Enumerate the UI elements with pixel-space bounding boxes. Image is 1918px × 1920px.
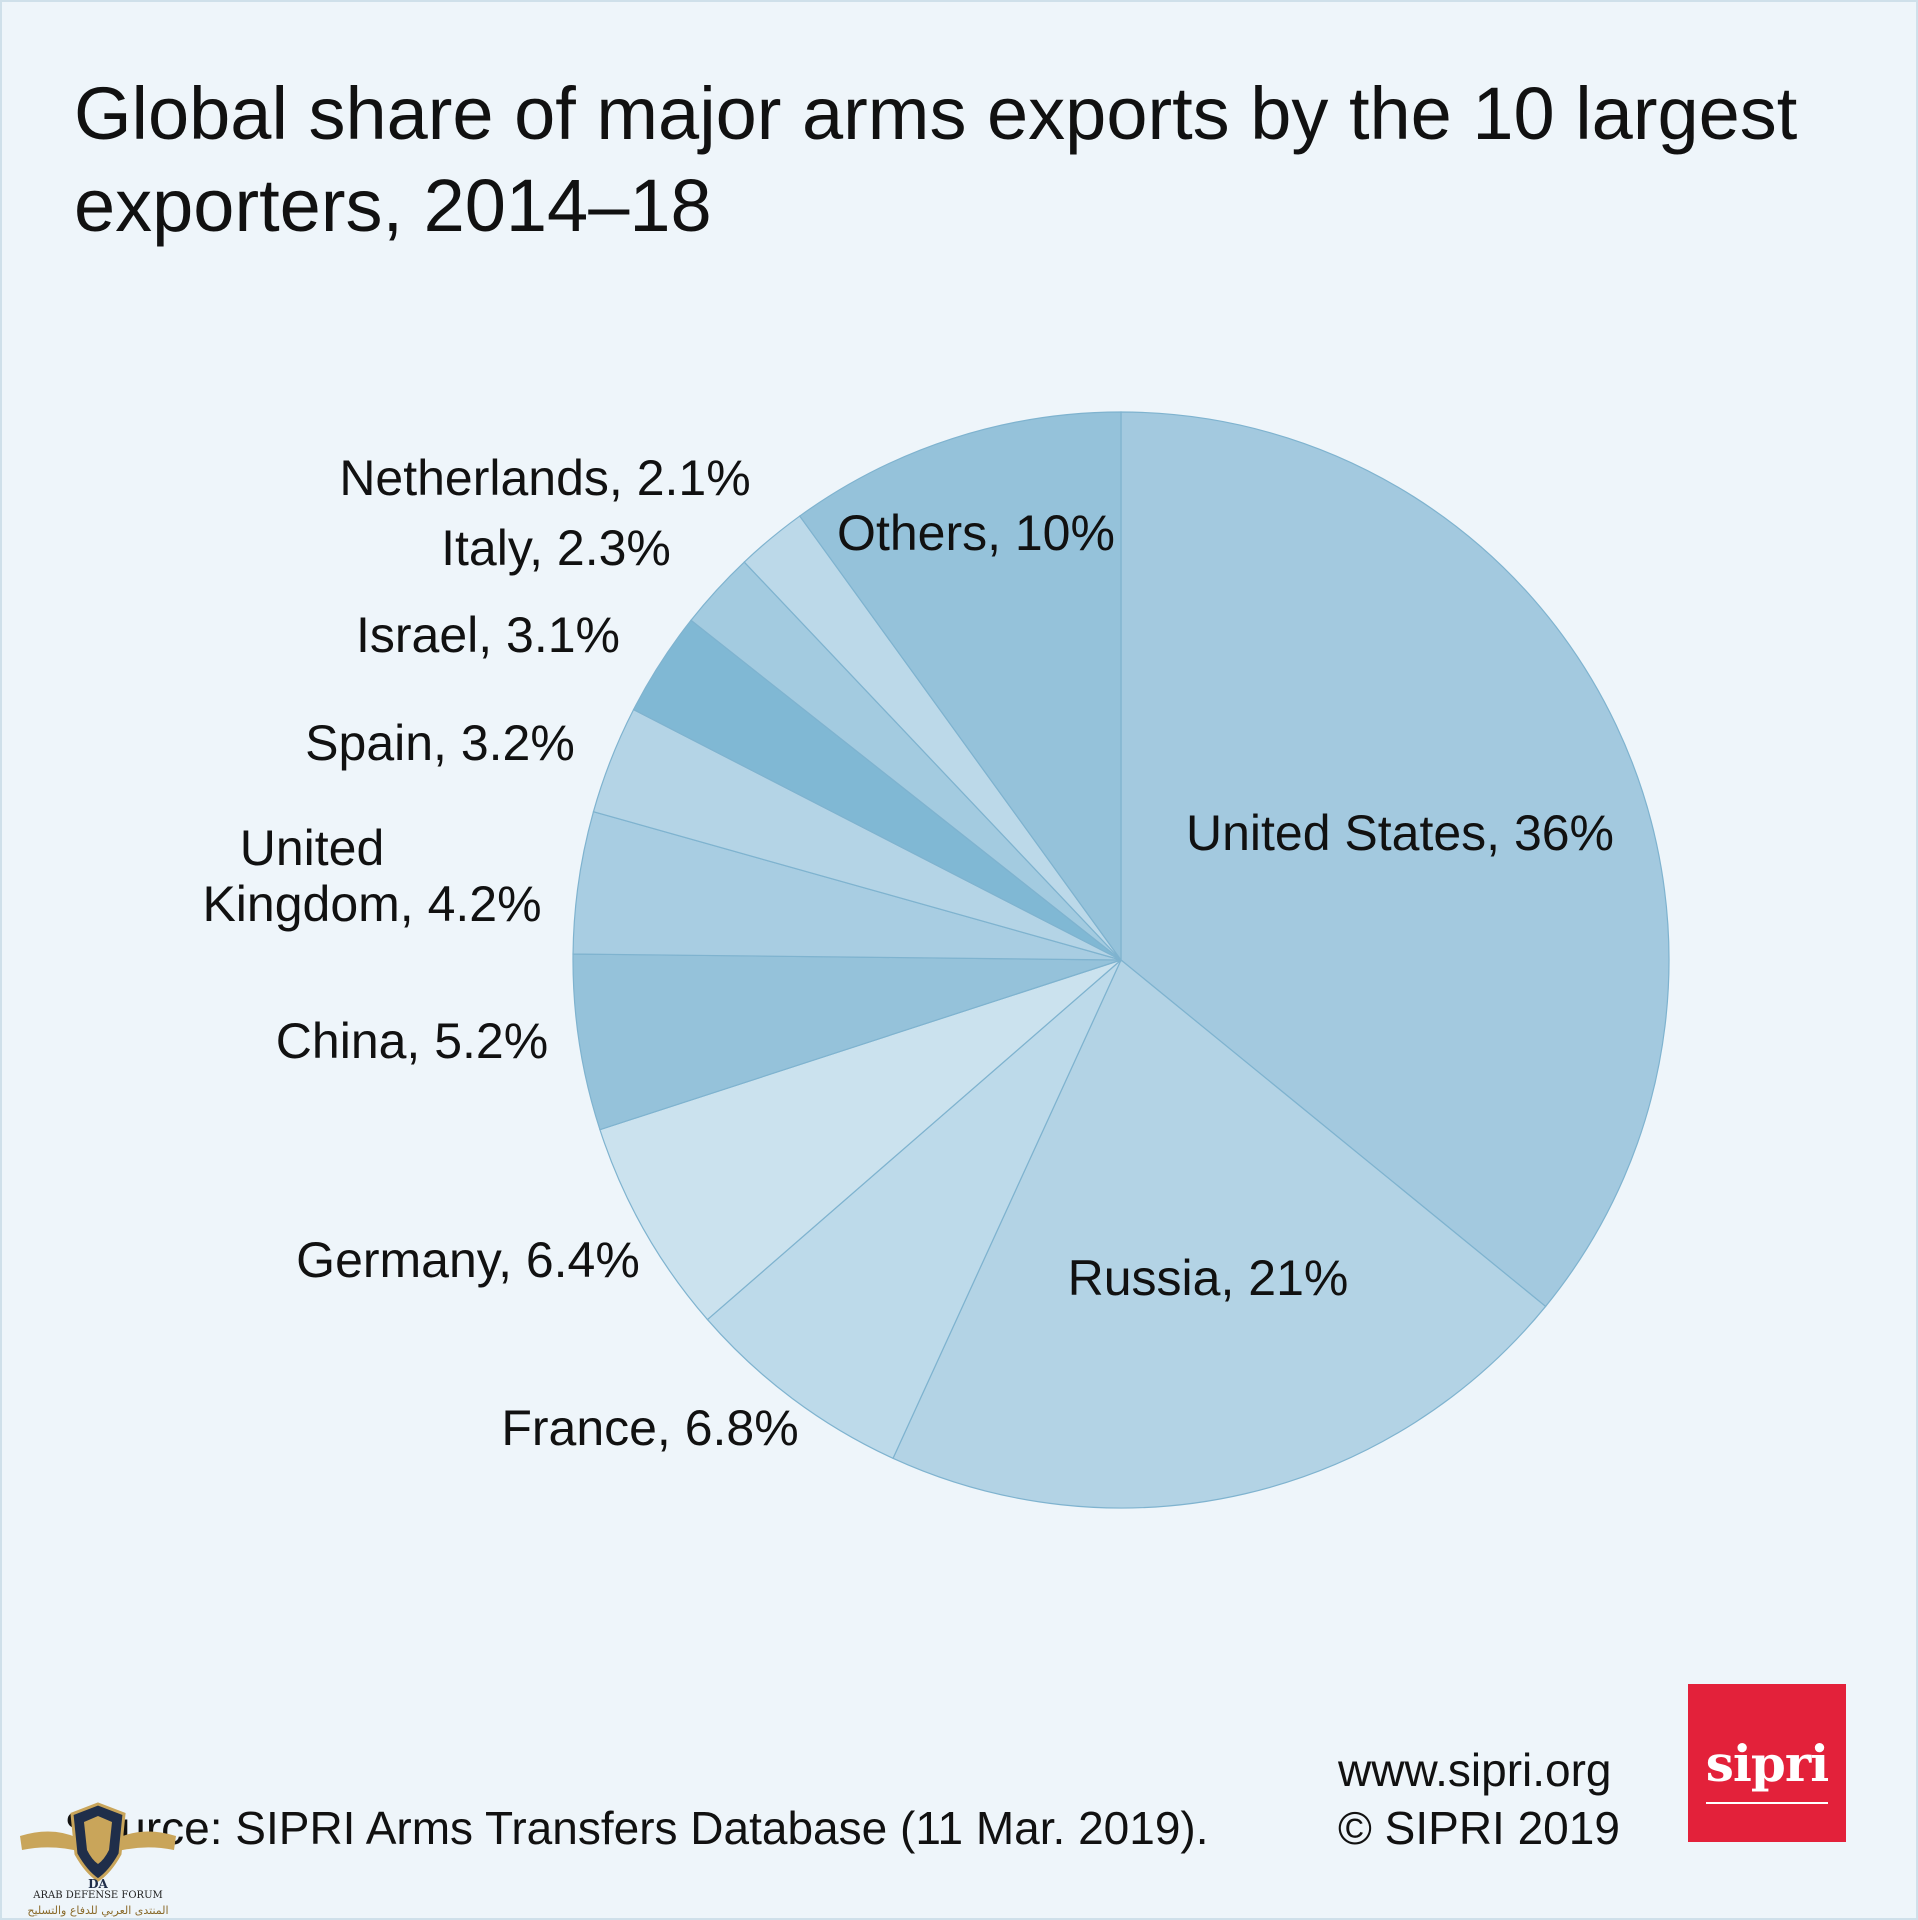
slice-label-italy: Italy, 2.3% [441,520,671,576]
pie-slice-germany [599,959,1122,1321]
watermark-text-ar: المنتدى العربي للدفاع والتسليح [27,1904,169,1917]
slice-label-russia: Russia, 21% [1068,1250,1349,1306]
sipri-logo: sipri [1688,1684,1846,1842]
pie-slice-france [706,959,1122,1460]
pie-slice-russia [892,959,1547,1509]
slice-label-france: France, 6.8% [501,1400,798,1456]
source-note: Source: SIPRI Arms Transfers Database (1… [64,1802,1209,1854]
slice-label-china: China, 5.2% [276,1013,548,1069]
svg-text:DA: DA [88,1877,108,1891]
slice-label-united-states: United States, 36% [1186,805,1614,861]
slice-label-netherlands: Netherlands, 2.1% [339,450,750,506]
pie-slice-others [798,411,1122,962]
logo-text: sipri [1705,1733,1829,1793]
watermark-text-en: ARAB DEFENSE FORUM [33,1890,163,1901]
chart-title: Global share of major arms exports by th… [74,72,1798,247]
slice-label-spain: Spain, 3.2% [305,715,575,771]
pie-slice-china [572,953,1122,1131]
slice-label-others: Others, 10% [837,505,1115,561]
shield-icon: DA [20,1802,176,1891]
logo-rule [1706,1802,1828,1804]
slice-label-united-kingdom: United Kingdom, 4.2% [202,820,541,932]
watermark: DA ARAB DEFENSE FORUM المنتدى العربي للد… [12,1796,176,1917]
pie-slice-united-states [1120,411,1670,1308]
slice-label-israel: Israel, 3.1% [356,607,620,663]
copyright-text: © SIPRI 2019 [1338,1802,1620,1854]
website-link[interactable]: www.sipri.org [1338,1744,1612,1796]
slice-label-germany: Germany, 6.4% [296,1232,640,1288]
